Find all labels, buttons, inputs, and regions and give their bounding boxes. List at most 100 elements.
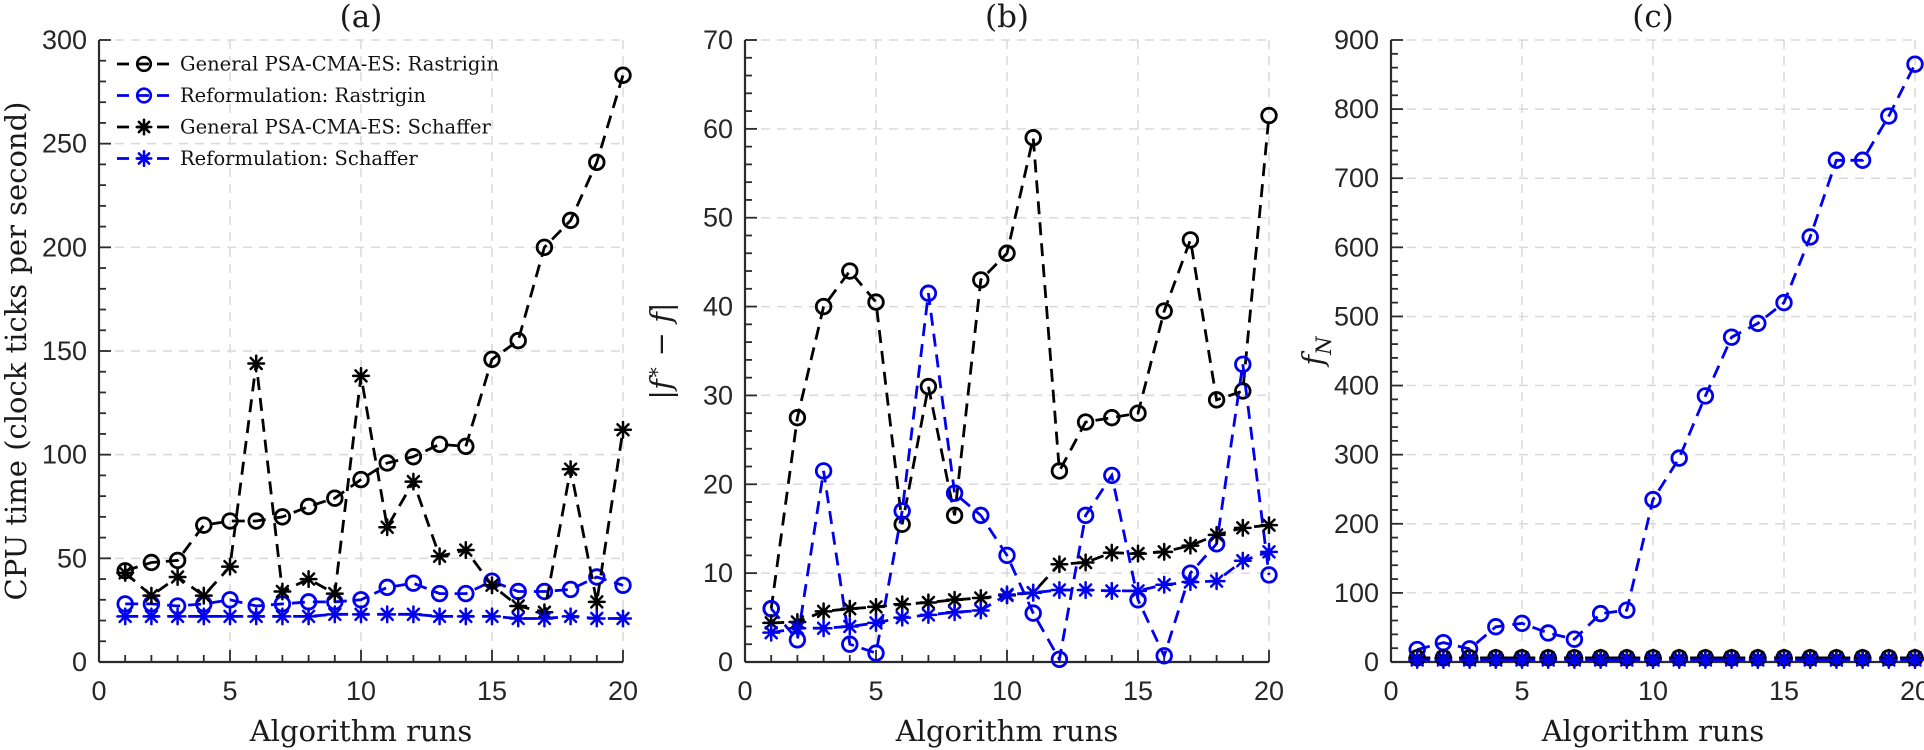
data-point-asterisk	[587, 592, 606, 611]
legend: General PSA-CMA-ES: Rastrigin Reformulati…	[117, 53, 500, 170]
x-tick-label: 10	[1638, 676, 1668, 706]
data-point-asterisk	[866, 597, 886, 616]
data-point-asterisk	[194, 607, 213, 626]
data-point-circle	[867, 293, 885, 311]
series-line	[1416, 63, 1917, 651]
y-tick-label: 400	[1334, 371, 1379, 401]
data-point-circle	[1487, 618, 1505, 636]
data-point-circle	[1050, 650, 1069, 669]
y-tick-label: 0	[72, 647, 87, 677]
data-point-asterisk	[1076, 553, 1095, 572]
data-point-circle	[135, 55, 153, 73]
y-tick-label: 100	[42, 440, 87, 470]
y-tick-label: 50	[703, 203, 733, 233]
data-point-asterisk	[351, 605, 371, 624]
data-point-circle	[1181, 231, 1200, 249]
data-point-circle	[1591, 604, 1610, 623]
data-point-asterisk	[1233, 518, 1252, 537]
data-point-asterisk	[220, 607, 240, 626]
data-point-asterisk	[1486, 650, 1505, 669]
data-point-asterisk	[482, 607, 502, 626]
data-point-circle	[1775, 293, 1793, 312]
data-point-circle	[1155, 647, 1173, 665]
data-point-asterisk	[456, 540, 475, 560]
data-point-circle	[867, 644, 885, 662]
data-point-asterisk	[1617, 650, 1636, 669]
data-point-circle	[1260, 566, 1278, 584]
legend-item: Reformulation: Schaffer	[117, 147, 418, 170]
data-point-asterisk	[1076, 580, 1095, 600]
x-tick-label: 15	[477, 676, 507, 706]
data-point-asterisk	[220, 557, 240, 576]
data-point-asterisk	[893, 608, 912, 627]
panel-c-title: (c)	[1632, 0, 1674, 35]
panel-a-grid	[99, 39, 624, 662]
data-point-asterisk	[430, 547, 449, 566]
y-tick-label: 600	[1334, 232, 1379, 262]
data-point-asterisk	[1128, 544, 1148, 563]
y-tick-label: 200	[42, 232, 87, 262]
data-point-asterisk	[919, 593, 938, 612]
data-point-circle	[588, 568, 606, 586]
data-point-asterisk	[1050, 580, 1069, 600]
y-tick-label: 40	[703, 292, 733, 322]
series-b-reformulation-schaffer	[762, 542, 1279, 642]
data-point-circle	[841, 262, 859, 280]
data-point-asterisk	[1696, 650, 1715, 669]
x-tick-label: 5	[1514, 676, 1529, 706]
data-point-asterisk	[893, 595, 912, 614]
data-point-circle	[404, 448, 423, 466]
x-tick-label: 20	[1254, 676, 1284, 706]
y-tick-label: 500	[1334, 301, 1379, 331]
y-tick-label: 20	[703, 469, 733, 499]
y-tick-label: 10	[703, 558, 733, 588]
data-point-circle	[1103, 466, 1121, 485]
data-point-asterisk	[168, 607, 187, 626]
x-tick-label: 0	[1383, 676, 1398, 706]
data-point-circle	[1565, 630, 1584, 648]
data-point-asterisk	[116, 607, 135, 626]
data-point-circle	[483, 350, 501, 368]
data-point-circle	[1618, 601, 1636, 619]
data-point-circle	[788, 408, 807, 427]
data-point-asterisk	[1102, 581, 1121, 600]
data-point-circle	[378, 454, 396, 472]
data-point-circle	[841, 635, 859, 653]
data-point-circle	[945, 484, 964, 502]
y-tick-label: 900	[1334, 25, 1379, 55]
data-point-circle	[814, 462, 833, 480]
series-line	[125, 575, 624, 608]
data-point-asterisk	[788, 619, 807, 638]
data-point-circle	[1103, 408, 1121, 427]
y-tick-label: 70	[703, 25, 733, 55]
data-point-asterisk	[1155, 542, 1174, 561]
x-tick-label: 10	[992, 676, 1022, 706]
series-c-reformulation-rastrigin	[1408, 55, 1924, 659]
data-point-circle	[1050, 462, 1069, 480]
data-point-circle	[945, 506, 964, 525]
data-point-circle	[1644, 490, 1662, 509]
data-point-circle	[352, 470, 370, 489]
data-point-asterisk	[561, 607, 580, 626]
data-point-circle	[142, 553, 161, 572]
data-point-circle	[1722, 328, 1741, 346]
data-point-circle	[1513, 614, 1531, 632]
data-point-asterisk	[1233, 551, 1252, 570]
data-point-asterisk	[1565, 650, 1584, 669]
data-point-asterisk	[168, 567, 187, 587]
data-point-asterisk	[1512, 650, 1532, 669]
data-point-asterisk	[456, 607, 475, 626]
x-tick-label: 10	[346, 676, 376, 706]
data-point-asterisk	[299, 570, 318, 589]
data-point-asterisk	[1774, 650, 1794, 669]
data-point-asterisk	[1259, 542, 1279, 561]
data-point-asterisk	[1128, 581, 1148, 600]
y-tick-label: 100	[1334, 578, 1379, 608]
data-point-asterisk	[247, 354, 266, 373]
series-line	[770, 293, 1271, 664]
data-point-circle	[1670, 449, 1688, 467]
data-point-asterisk	[945, 590, 964, 609]
data-point-circle	[1129, 404, 1147, 422]
data-point-asterisk	[945, 603, 964, 622]
data-point-asterisk	[273, 607, 292, 626]
